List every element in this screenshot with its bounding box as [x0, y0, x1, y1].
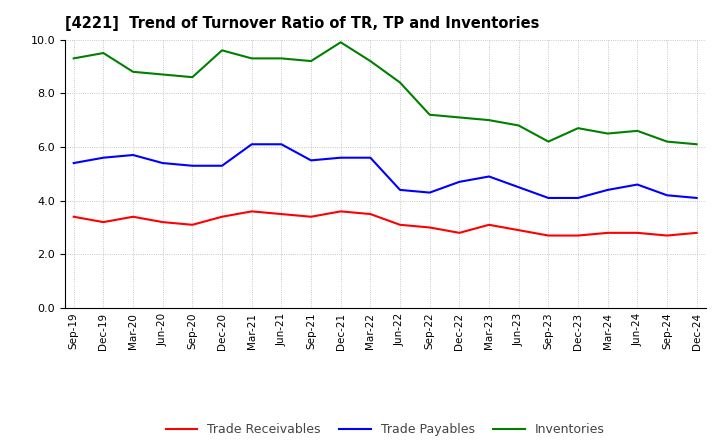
Line: Trade Payables: Trade Payables [73, 144, 697, 198]
Inventories [693, 142, 701, 147]
Inventories [366, 59, 374, 64]
Trade Payables [574, 195, 582, 201]
Trade Payables [307, 158, 315, 163]
Trade Payables [485, 174, 493, 179]
Trade Receivables [366, 211, 374, 216]
Trade Payables [69, 161, 78, 166]
Trade Payables [633, 182, 642, 187]
Trade Payables [336, 155, 345, 160]
Inventories [277, 56, 286, 61]
Trade Receivables [485, 222, 493, 227]
Trade Receivables [603, 230, 612, 235]
Trade Payables [603, 187, 612, 193]
Trade Receivables [426, 225, 434, 230]
Trade Payables [544, 195, 553, 201]
Trade Payables [99, 155, 108, 160]
Trade Payables [158, 161, 167, 166]
Inventories [603, 131, 612, 136]
Trade Payables [366, 155, 374, 160]
Trade Receivables [307, 214, 315, 220]
Trade Receivables [99, 220, 108, 225]
Trade Receivables [455, 230, 464, 235]
Trade Receivables [514, 227, 523, 233]
Inventories [69, 56, 78, 61]
Trade Payables [426, 190, 434, 195]
Inventories [99, 50, 108, 55]
Trade Receivables [662, 233, 671, 238]
Trade Receivables [693, 230, 701, 235]
Inventories [455, 115, 464, 120]
Inventories [544, 139, 553, 144]
Trade Receivables [129, 214, 138, 220]
Inventories [662, 139, 671, 144]
Text: [4221]  Trend of Turnover Ratio of TR, TP and Inventories: [4221] Trend of Turnover Ratio of TR, TP… [65, 16, 539, 32]
Line: Inventories: Inventories [73, 42, 697, 144]
Line: Trade Receivables: Trade Receivables [73, 211, 697, 235]
Trade Receivables [396, 222, 405, 227]
Trade Payables [277, 142, 286, 147]
Inventories [307, 59, 315, 64]
Trade Receivables [544, 233, 553, 238]
Trade Receivables [158, 220, 167, 225]
Trade Payables [396, 187, 405, 193]
Inventories [485, 117, 493, 123]
Inventories [217, 48, 226, 53]
Trade Payables [217, 163, 226, 169]
Trade Payables [693, 195, 701, 201]
Inventories [158, 72, 167, 77]
Trade Receivables [217, 214, 226, 220]
Trade Payables [455, 179, 464, 184]
Inventories [336, 40, 345, 45]
Trade Receivables [633, 230, 642, 235]
Trade Payables [514, 185, 523, 190]
Trade Receivables [336, 209, 345, 214]
Trade Payables [129, 152, 138, 158]
Trade Receivables [69, 214, 78, 220]
Trade Receivables [574, 233, 582, 238]
Inventories [396, 80, 405, 85]
Inventories [633, 128, 642, 133]
Inventories [248, 56, 256, 61]
Trade Payables [662, 193, 671, 198]
Legend: Trade Receivables, Trade Payables, Inventories: Trade Receivables, Trade Payables, Inven… [161, 418, 610, 440]
Trade Payables [188, 163, 197, 169]
Inventories [574, 125, 582, 131]
Trade Payables [248, 142, 256, 147]
Inventories [426, 112, 434, 117]
Inventories [514, 123, 523, 128]
Trade Receivables [248, 209, 256, 214]
Inventories [129, 69, 138, 74]
Trade Receivables [188, 222, 197, 227]
Inventories [188, 74, 197, 80]
Trade Receivables [277, 211, 286, 216]
